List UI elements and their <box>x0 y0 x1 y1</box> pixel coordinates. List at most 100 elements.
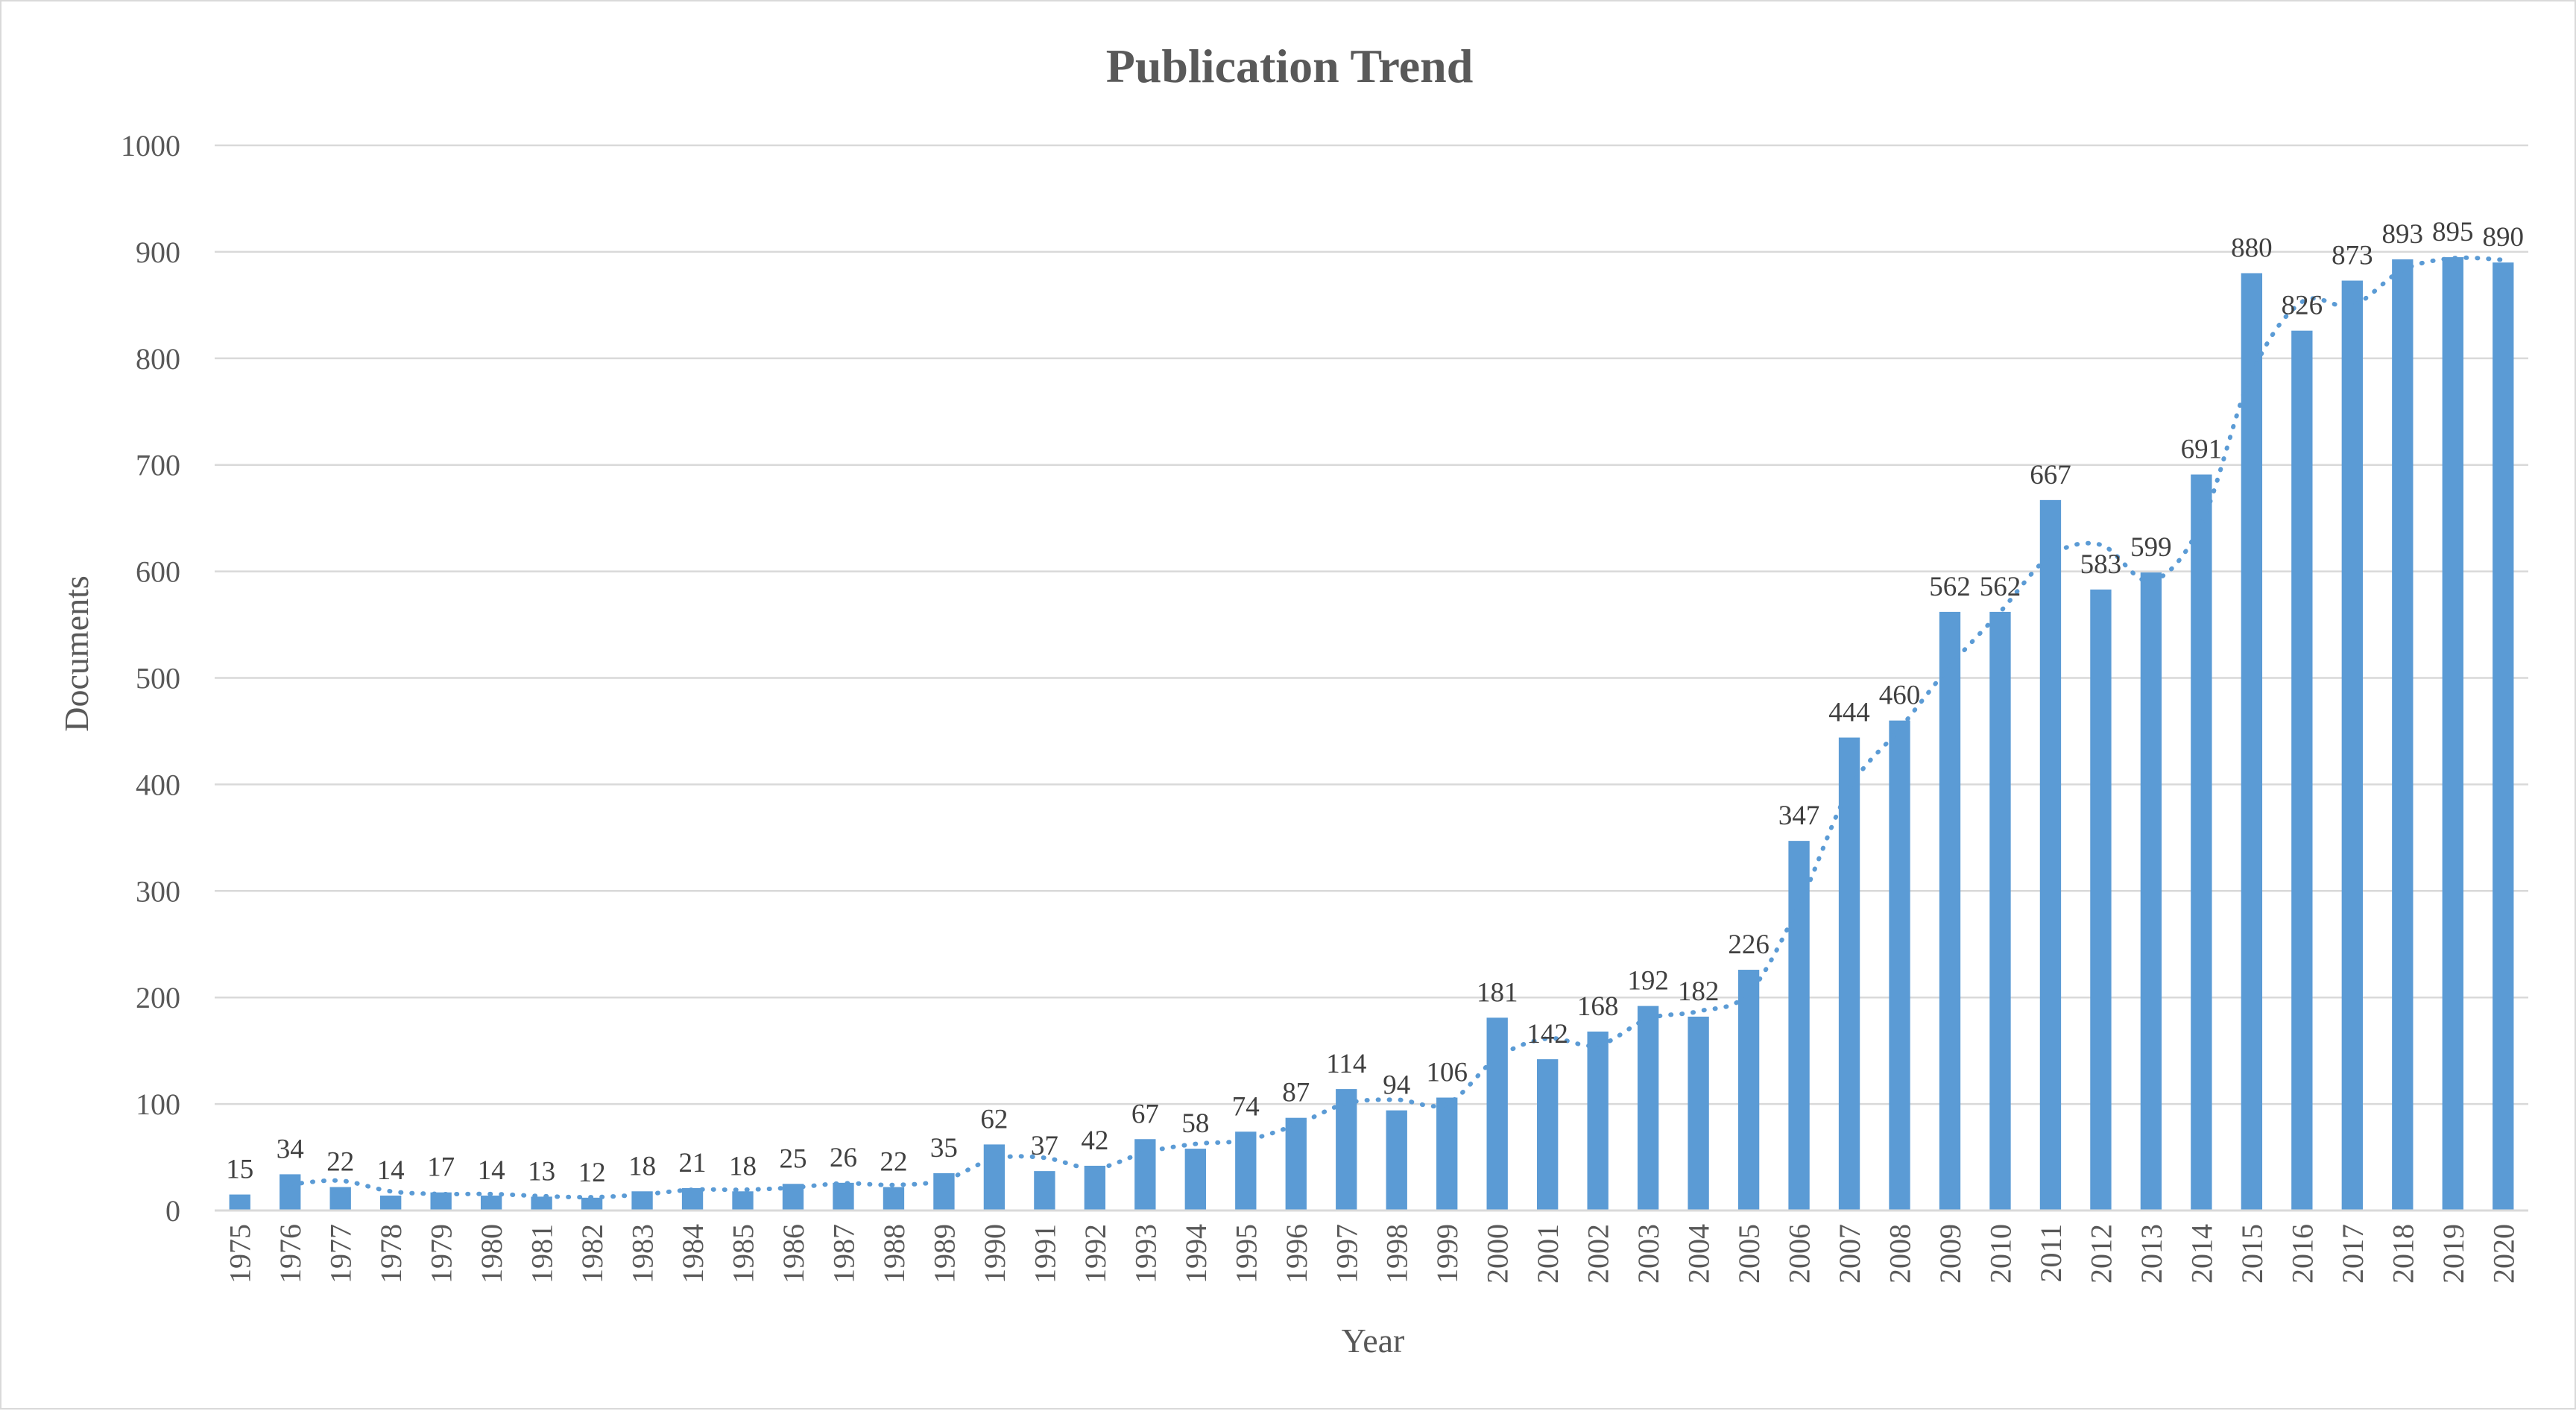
data-label: 880 <box>2231 233 2273 263</box>
data-label: 142 <box>1527 1019 1568 1049</box>
bar <box>2493 262 2514 1211</box>
data-labels: 15 34 22 14 17 14 13 12 18 21 18 25 26 22 35 62 37 42 67 58… <box>226 217 2524 1188</box>
bar <box>1989 611 2011 1210</box>
x-tick-label: 1977 <box>324 1224 358 1284</box>
data-label: 22 <box>880 1147 907 1178</box>
gridlines <box>215 144 2528 1105</box>
data-label: 34 <box>277 1134 304 1164</box>
trendline <box>288 255 2506 1200</box>
x-tick-label: 2013 <box>2135 1224 2168 1284</box>
x-tick-label: 1997 <box>1330 1224 1363 1284</box>
bar <box>581 1197 603 1210</box>
data-label: 26 <box>830 1143 857 1173</box>
bar <box>1788 841 1810 1210</box>
y-tick-label: 800 <box>136 342 180 376</box>
bar <box>2090 589 2112 1210</box>
x-tick-label: 2009 <box>1933 1224 1967 1284</box>
x-tick-label: 1984 <box>676 1224 710 1284</box>
bar <box>380 1195 402 1210</box>
bar <box>833 1182 854 1210</box>
bar <box>1034 1171 1055 1210</box>
data-label: 17 <box>427 1152 455 1183</box>
x-tick-label: 2005 <box>1732 1224 1766 1284</box>
bars <box>229 257 2514 1211</box>
data-label: 562 <box>1980 572 2021 602</box>
data-label: 691 <box>2181 435 2223 465</box>
data-label: 873 <box>2332 240 2373 271</box>
data-label: 826 <box>2282 291 2323 321</box>
bar <box>1737 970 1760 1210</box>
data-label: 114 <box>1326 1049 1366 1079</box>
y-tick-label: 0 <box>165 1194 180 1228</box>
y-tick-label: 400 <box>136 768 180 801</box>
x-tick-label: 1976 <box>274 1224 307 1284</box>
bar <box>229 1194 250 1210</box>
x-tick-label: 2002 <box>1582 1224 1615 1284</box>
bar <box>2039 499 2062 1210</box>
data-label: 168 <box>1577 991 1619 1022</box>
bar <box>1084 1165 1106 1210</box>
x-tick-label: 1980 <box>475 1224 508 1284</box>
y-tick-label: 500 <box>136 662 180 695</box>
y-tick-label: 300 <box>136 874 180 908</box>
data-label: 192 <box>1627 966 1669 997</box>
x-tick-label: 2014 <box>2185 1224 2218 1284</box>
data-label: 583 <box>2080 549 2122 580</box>
x-tick-label: 1982 <box>575 1224 609 1284</box>
x-tick-label: 2000 <box>1481 1224 1515 1284</box>
bar <box>983 1144 1006 1210</box>
data-label: 22 <box>326 1147 354 1178</box>
x-tick-label: 1988 <box>877 1224 911 1284</box>
x-tick-label: 1979 <box>425 1224 458 1284</box>
data-label: 18 <box>628 1151 656 1181</box>
data-label: 13 <box>528 1156 555 1187</box>
y-axis-ticks: 0 100 200 300 400 500 600 700 800 900 1000 <box>121 129 180 1228</box>
bar <box>1537 1059 1559 1210</box>
x-tick-label: 2001 <box>1531 1224 1565 1284</box>
x-axis-title: Year <box>1342 1322 1405 1360</box>
bar <box>2442 257 2463 1210</box>
x-tick-label: 1978 <box>374 1224 408 1284</box>
data-label: 18 <box>729 1151 757 1181</box>
bar <box>2341 280 2363 1210</box>
trendline-path <box>288 255 2506 1200</box>
x-tick-label: 2020 <box>2487 1224 2520 1284</box>
x-tick-label: 2008 <box>1884 1224 1917 1284</box>
x-tick-label: 1998 <box>1380 1224 1414 1284</box>
data-label: 74 <box>1232 1091 1260 1122</box>
x-tick-label: 1981 <box>525 1224 559 1284</box>
x-tick-label: 1999 <box>1430 1224 1464 1284</box>
x-tick-label: 2015 <box>2235 1224 2269 1284</box>
bar <box>1637 1006 1659 1210</box>
y-axis-title: Documents <box>57 575 95 732</box>
bar <box>329 1187 351 1210</box>
x-tick-label: 1985 <box>727 1224 760 1284</box>
y-tick-label: 600 <box>136 555 180 589</box>
data-label: 182 <box>1678 976 1720 1007</box>
y-tick-label: 1000 <box>121 129 180 162</box>
bar <box>1386 1110 1407 1210</box>
data-label: 67 <box>1131 1099 1159 1129</box>
data-label: 58 <box>1181 1108 1209 1139</box>
data-label: 21 <box>679 1148 707 1178</box>
x-tick-label: 2012 <box>2084 1224 2118 1284</box>
data-label: 14 <box>377 1155 405 1186</box>
data-label: 14 <box>478 1155 505 1186</box>
x-tick-label: 1995 <box>1229 1224 1263 1284</box>
x-tick-label: 1993 <box>1128 1224 1162 1284</box>
bar <box>1838 737 1860 1210</box>
bar <box>480 1195 502 1210</box>
bar <box>2140 572 2162 1210</box>
data-label: 12 <box>578 1158 606 1188</box>
x-axis-ticks: 1975 1976 1977 1978 1979 1980 1981 1982 1983 1984… <box>224 1224 2521 1284</box>
bar <box>1486 1017 1508 1210</box>
data-label: 890 <box>2483 222 2525 253</box>
data-label: 37 <box>1031 1131 1058 1161</box>
bar <box>1587 1031 1609 1210</box>
data-label: 347 <box>1778 801 1820 831</box>
x-tick-label: 1983 <box>626 1224 660 1284</box>
x-tick-label: 2010 <box>1983 1224 2017 1284</box>
x-tick-label: 1989 <box>927 1224 961 1284</box>
x-tick-label: 2004 <box>1682 1224 1716 1284</box>
bar <box>1184 1149 1206 1210</box>
